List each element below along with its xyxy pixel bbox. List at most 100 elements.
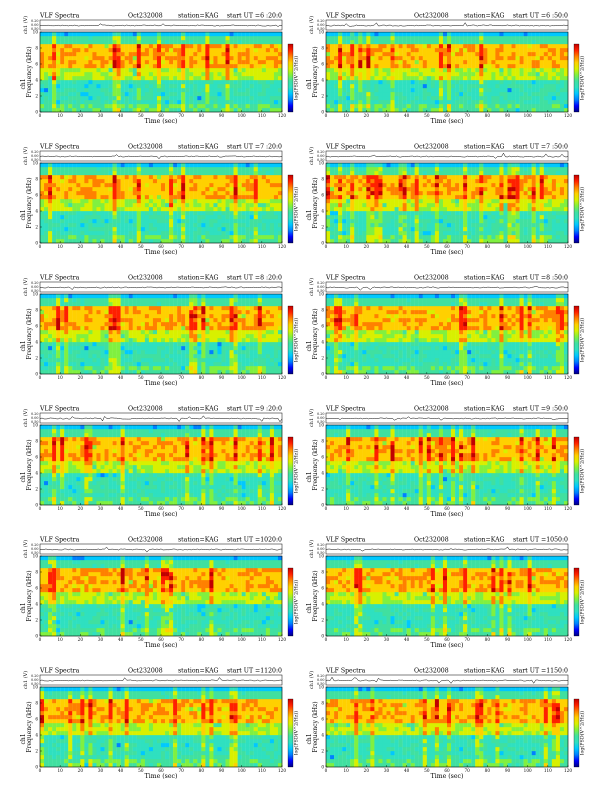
strip-axis-label: ch1 (V): [22, 147, 29, 165]
x-tick-label: 120: [564, 637, 572, 642]
x-tick-label: 70: [464, 506, 470, 511]
y-tick-label: 10: [319, 30, 325, 35]
y-tick-label: 8: [35, 701, 38, 706]
y-axis-label: Frequency (kHz): [26, 177, 33, 228]
x-tick-label: 90: [505, 637, 511, 642]
x-tick-label: 30: [98, 637, 104, 642]
y-tick-label: 4: [321, 78, 324, 83]
y-axis-prefix: ch1: [20, 471, 27, 482]
x-tick-label: 110: [258, 113, 266, 118]
x-tick-label: 30: [98, 244, 104, 249]
y-tick-label: 8: [35, 308, 38, 313]
x-tick-label: 0: [325, 244, 328, 249]
colorbar-label: log(PSD(V^2/Hz)): [579, 449, 586, 493]
y-tick-label: 6: [35, 62, 38, 67]
x-tick-label: 110: [544, 506, 552, 511]
colorbar: [573, 305, 580, 375]
y-axis-prefix: ch1: [306, 733, 313, 744]
x-tick-label: 30: [98, 375, 104, 380]
x-tick-label: 90: [219, 506, 225, 511]
y-tick-label: 4: [321, 209, 324, 214]
spectrogram: [326, 294, 569, 375]
y-tick-label: 6: [321, 455, 324, 460]
strip-tick-label: 0.20: [317, 281, 324, 285]
y-tick-label: 6: [35, 717, 38, 722]
colorbar-label: log(PSD(V^2/Hz)): [293, 449, 300, 493]
x-tick-label: 90: [219, 244, 225, 249]
x-tick-label: 100: [238, 113, 246, 118]
strip-tick-label: 0.50: [317, 289, 324, 293]
x-tick-label: 120: [278, 768, 286, 773]
panel-title: VLF Spectra: [325, 275, 366, 282]
x-tick-label: 110: [258, 375, 266, 380]
x-tick-label: 110: [258, 506, 266, 511]
spectrogram: [326, 32, 569, 113]
x-tick-label: 120: [278, 637, 286, 642]
x-axis-label: Time (sec): [145, 773, 178, 780]
panel-start-time: start UT =1150:0: [513, 668, 568, 675]
voltage-trace: [39, 154, 283, 160]
x-tick-label: 30: [98, 506, 104, 511]
y-tick-label: 2: [321, 225, 324, 230]
panel-title: VLF Spectra: [325, 668, 366, 675]
x-tick-label: 40: [118, 637, 124, 642]
x-tick-label: 40: [118, 768, 124, 773]
y-tick-label: 4: [321, 602, 324, 607]
y-tick-label: 10: [319, 292, 325, 297]
x-tick-label: 20: [78, 375, 84, 380]
x-tick-label: 120: [278, 506, 286, 511]
colorbar-label: log(PSD(V^2/Hz)): [579, 56, 586, 100]
x-tick-label: 80: [485, 244, 491, 249]
x-tick-label: 30: [384, 506, 390, 511]
panel-station: station=KAG: [178, 668, 219, 675]
vlf-panel-5: VLF Spectra Oct232008 station=KAG start UT …: [20, 275, 300, 388]
x-tick-label: 80: [199, 375, 205, 380]
x-tick-label: 10: [57, 768, 63, 773]
y-axis-prefix: ch1: [306, 78, 313, 89]
x-tick-label: 100: [238, 244, 246, 249]
x-tick-label: 0: [39, 637, 42, 642]
x-tick-label: 60: [158, 375, 164, 380]
y-tick-label: 0: [321, 241, 324, 246]
panel-title: VLF Spectra: [39, 275, 80, 282]
voltage-trace: [325, 152, 569, 159]
x-tick-label: 70: [178, 637, 184, 642]
x-tick-label: 90: [505, 506, 511, 511]
x-tick-label: 90: [505, 113, 511, 118]
y-tick-label: 2: [35, 618, 38, 623]
x-tick-label: 0: [325, 768, 328, 773]
strip-tick-label: 0.00: [317, 154, 324, 158]
colorbar: [573, 174, 580, 244]
y-tick-label: 6: [35, 324, 38, 329]
y-tick-label: 6: [35, 586, 38, 591]
x-tick-label: 40: [404, 375, 410, 380]
strip-tick-label: 0.50: [317, 27, 324, 31]
panel-title: VLF Spectra: [39, 537, 80, 544]
strip-tick-label: 0.00: [31, 547, 38, 551]
y-tick-label: 8: [35, 177, 38, 182]
panel-start-time: start UT =6 :50:0: [513, 13, 568, 20]
colorbar: [287, 436, 294, 506]
y-tick-label: 0: [35, 241, 38, 246]
strip-tick-label: 0.00: [317, 23, 324, 27]
x-tick-label: 100: [524, 637, 532, 642]
colorbar-label: log(PSD(V^2/Hz)): [293, 580, 300, 624]
colorbar-label: log(PSD(V^2/Hz)): [293, 318, 300, 362]
colorbar-label: log(PSD(V^2/Hz)): [579, 711, 586, 755]
x-tick-label: 120: [278, 244, 286, 249]
x-tick-label: 50: [138, 637, 144, 642]
x-tick-label: 50: [138, 506, 144, 511]
x-tick-label: 30: [384, 375, 390, 380]
y-axis-label: Frequency (kHz): [312, 46, 319, 97]
x-axis-label: Time (sec): [145, 511, 178, 518]
vlf-panel-11: VLF Spectra Oct232008 station=KAG start UT …: [20, 668, 300, 781]
spectrogram: [40, 32, 283, 113]
x-tick-label: 100: [238, 637, 246, 642]
y-tick-label: 8: [35, 570, 38, 575]
strip-tick-label: 0.00: [317, 416, 324, 420]
panel-start-time: start UT =1020:0: [227, 537, 282, 544]
panel-title: VLF Spectra: [325, 13, 366, 20]
panel-start-time: start UT =1120:0: [227, 668, 282, 675]
y-axis-label: Frequency (kHz): [26, 570, 33, 621]
strip-tick-label: 0.50: [317, 682, 324, 686]
